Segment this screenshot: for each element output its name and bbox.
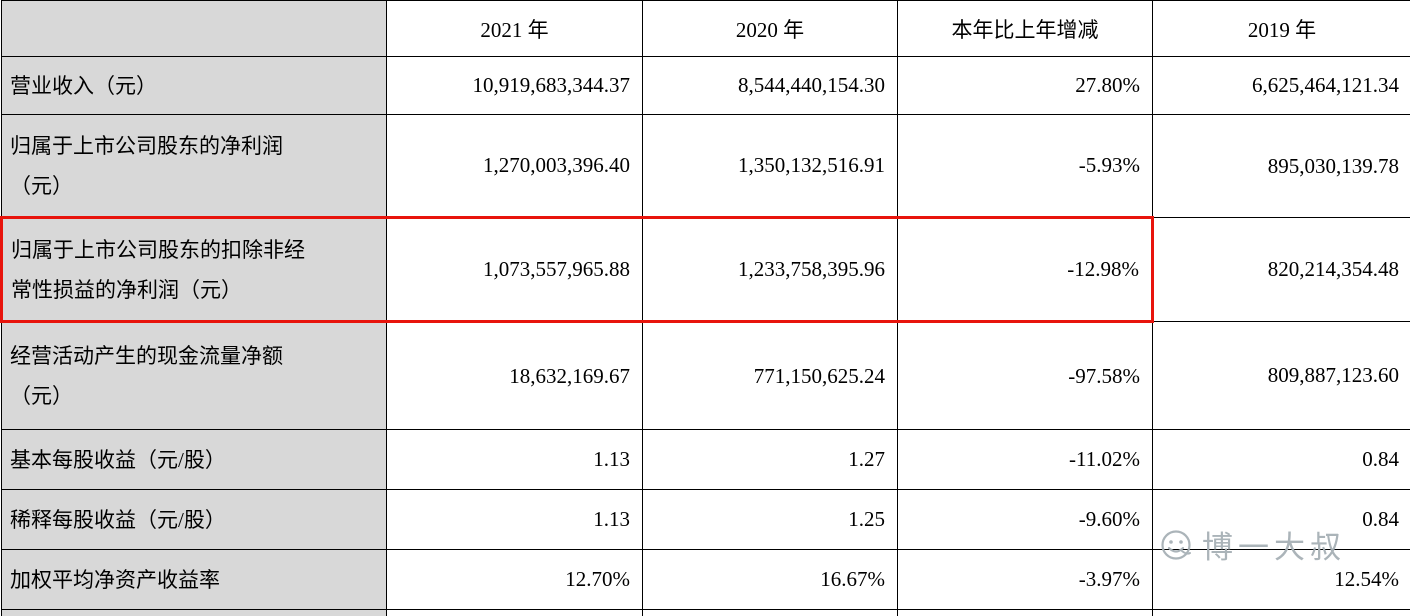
- value-2019-cell: 6,625,464,121.34: [1152, 56, 1410, 115]
- yoy-change-cell: -12.98%: [897, 216, 1154, 323]
- yoy-change-cell: -5.93%: [897, 114, 1153, 218]
- value-2021-cell: 1.13: [386, 489, 643, 550]
- row-label-cell: 加权平均净资产收益率: [1, 549, 387, 610]
- row-diluted-eps: 稀释每股收益（元/股） 1.13 1.25 -9.60% 0.84: [1, 489, 1410, 550]
- value-2021-cell: 18,632,169.67: [386, 321, 643, 430]
- value-2021-cell: 10,919,683,344.37: [386, 56, 643, 115]
- value-2019-cell: 0.84: [1152, 489, 1410, 550]
- value-2019-cell: 820,214,354.48: [1152, 217, 1410, 322]
- yoy-change-cell: -3.97%: [897, 549, 1153, 610]
- value-2020-cell: 1,233,758,395.96: [642, 216, 898, 323]
- yoy-change-cell: -11.02%: [897, 429, 1153, 490]
- header-year-2019: 2019 年: [1152, 0, 1410, 57]
- row-label-cell: 经营活动产生的现金流量净额 （元）: [1, 321, 387, 430]
- value-2019-cell: [1152, 609, 1410, 616]
- value-2020-cell: 1.25: [642, 489, 898, 550]
- yoy-change-cell: -9.60%: [897, 489, 1153, 550]
- value-2020-cell: 771,150,625.24: [642, 321, 898, 430]
- row-net-profit-excl-nonrecurring-highlighted: 归属于上市公司股东的扣除非经 常性损益的净利润（元） 1,073,557,965…: [0, 216, 1410, 323]
- row-net-profit-attributable: 归属于上市公司股东的净利润 （元） 1,270,003,396.40 1,350…: [1, 114, 1410, 218]
- row-operating-revenue: 营业收入（元） 10,919,683,344.37 8,544,440,154.…: [1, 56, 1410, 115]
- value-2019-cell: 12.54%: [1152, 549, 1410, 610]
- yoy-change-cell: 27.80%: [897, 56, 1153, 115]
- row-net-cash-flow-operating: 经营活动产生的现金流量净额 （元） 18,632,169.67 771,150,…: [1, 321, 1410, 430]
- row-basic-eps: 基本每股收益（元/股） 1.13 1.27 -11.02% 0.84: [1, 429, 1410, 490]
- value-2021-cell: 1,073,557,965.88: [386, 216, 643, 323]
- header-yoy-change: 本年比上年增减: [897, 0, 1153, 57]
- header-year-2021: 2021 年: [386, 0, 643, 57]
- header-year-2020: 2020 年: [642, 0, 898, 57]
- value-2019-cell: 0.84: [1152, 429, 1410, 490]
- value-2020-cell: [642, 609, 898, 616]
- row-partial-clipped: [1, 609, 1410, 616]
- value-2021-cell: 1,270,003,396.40: [386, 114, 643, 218]
- value-2021-cell: 12.70%: [386, 549, 643, 610]
- header-empty-cell: [1, 0, 387, 57]
- value-2020-cell: 1.27: [642, 429, 898, 490]
- row-label-cell: 稀释每股收益（元/股）: [1, 489, 387, 550]
- value-2020-cell: 16.67%: [642, 549, 898, 610]
- header-row: 2021 年 2020 年 本年比上年增减 2019 年: [1, 0, 1410, 57]
- row-label-cell: 归属于上市公司股东的扣除非经 常性损益的净利润（元）: [0, 216, 387, 323]
- value-2019-cell: 895,030,139.78: [1152, 114, 1410, 218]
- value-2021-cell: 1.13: [386, 429, 643, 490]
- row-label-cell: [1, 609, 387, 616]
- row-weighted-avg-roe: 加权平均净资产收益率 12.70% 16.67% -3.97% 12.54%: [1, 549, 1410, 610]
- yoy-change-cell: [897, 609, 1153, 616]
- value-2021-cell: [386, 609, 643, 616]
- row-label-cell: 归属于上市公司股东的净利润 （元）: [1, 114, 387, 218]
- value-2020-cell: 8,544,440,154.30: [642, 56, 898, 115]
- row-label-cell: 营业收入（元）: [1, 56, 387, 115]
- row-label-cell: 基本每股收益（元/股）: [1, 429, 387, 490]
- value-2020-cell: 1,350,132,516.91: [642, 114, 898, 218]
- yoy-change-cell: -97.58%: [897, 321, 1153, 430]
- value-2019-cell: 809,887,123.60: [1152, 321, 1410, 430]
